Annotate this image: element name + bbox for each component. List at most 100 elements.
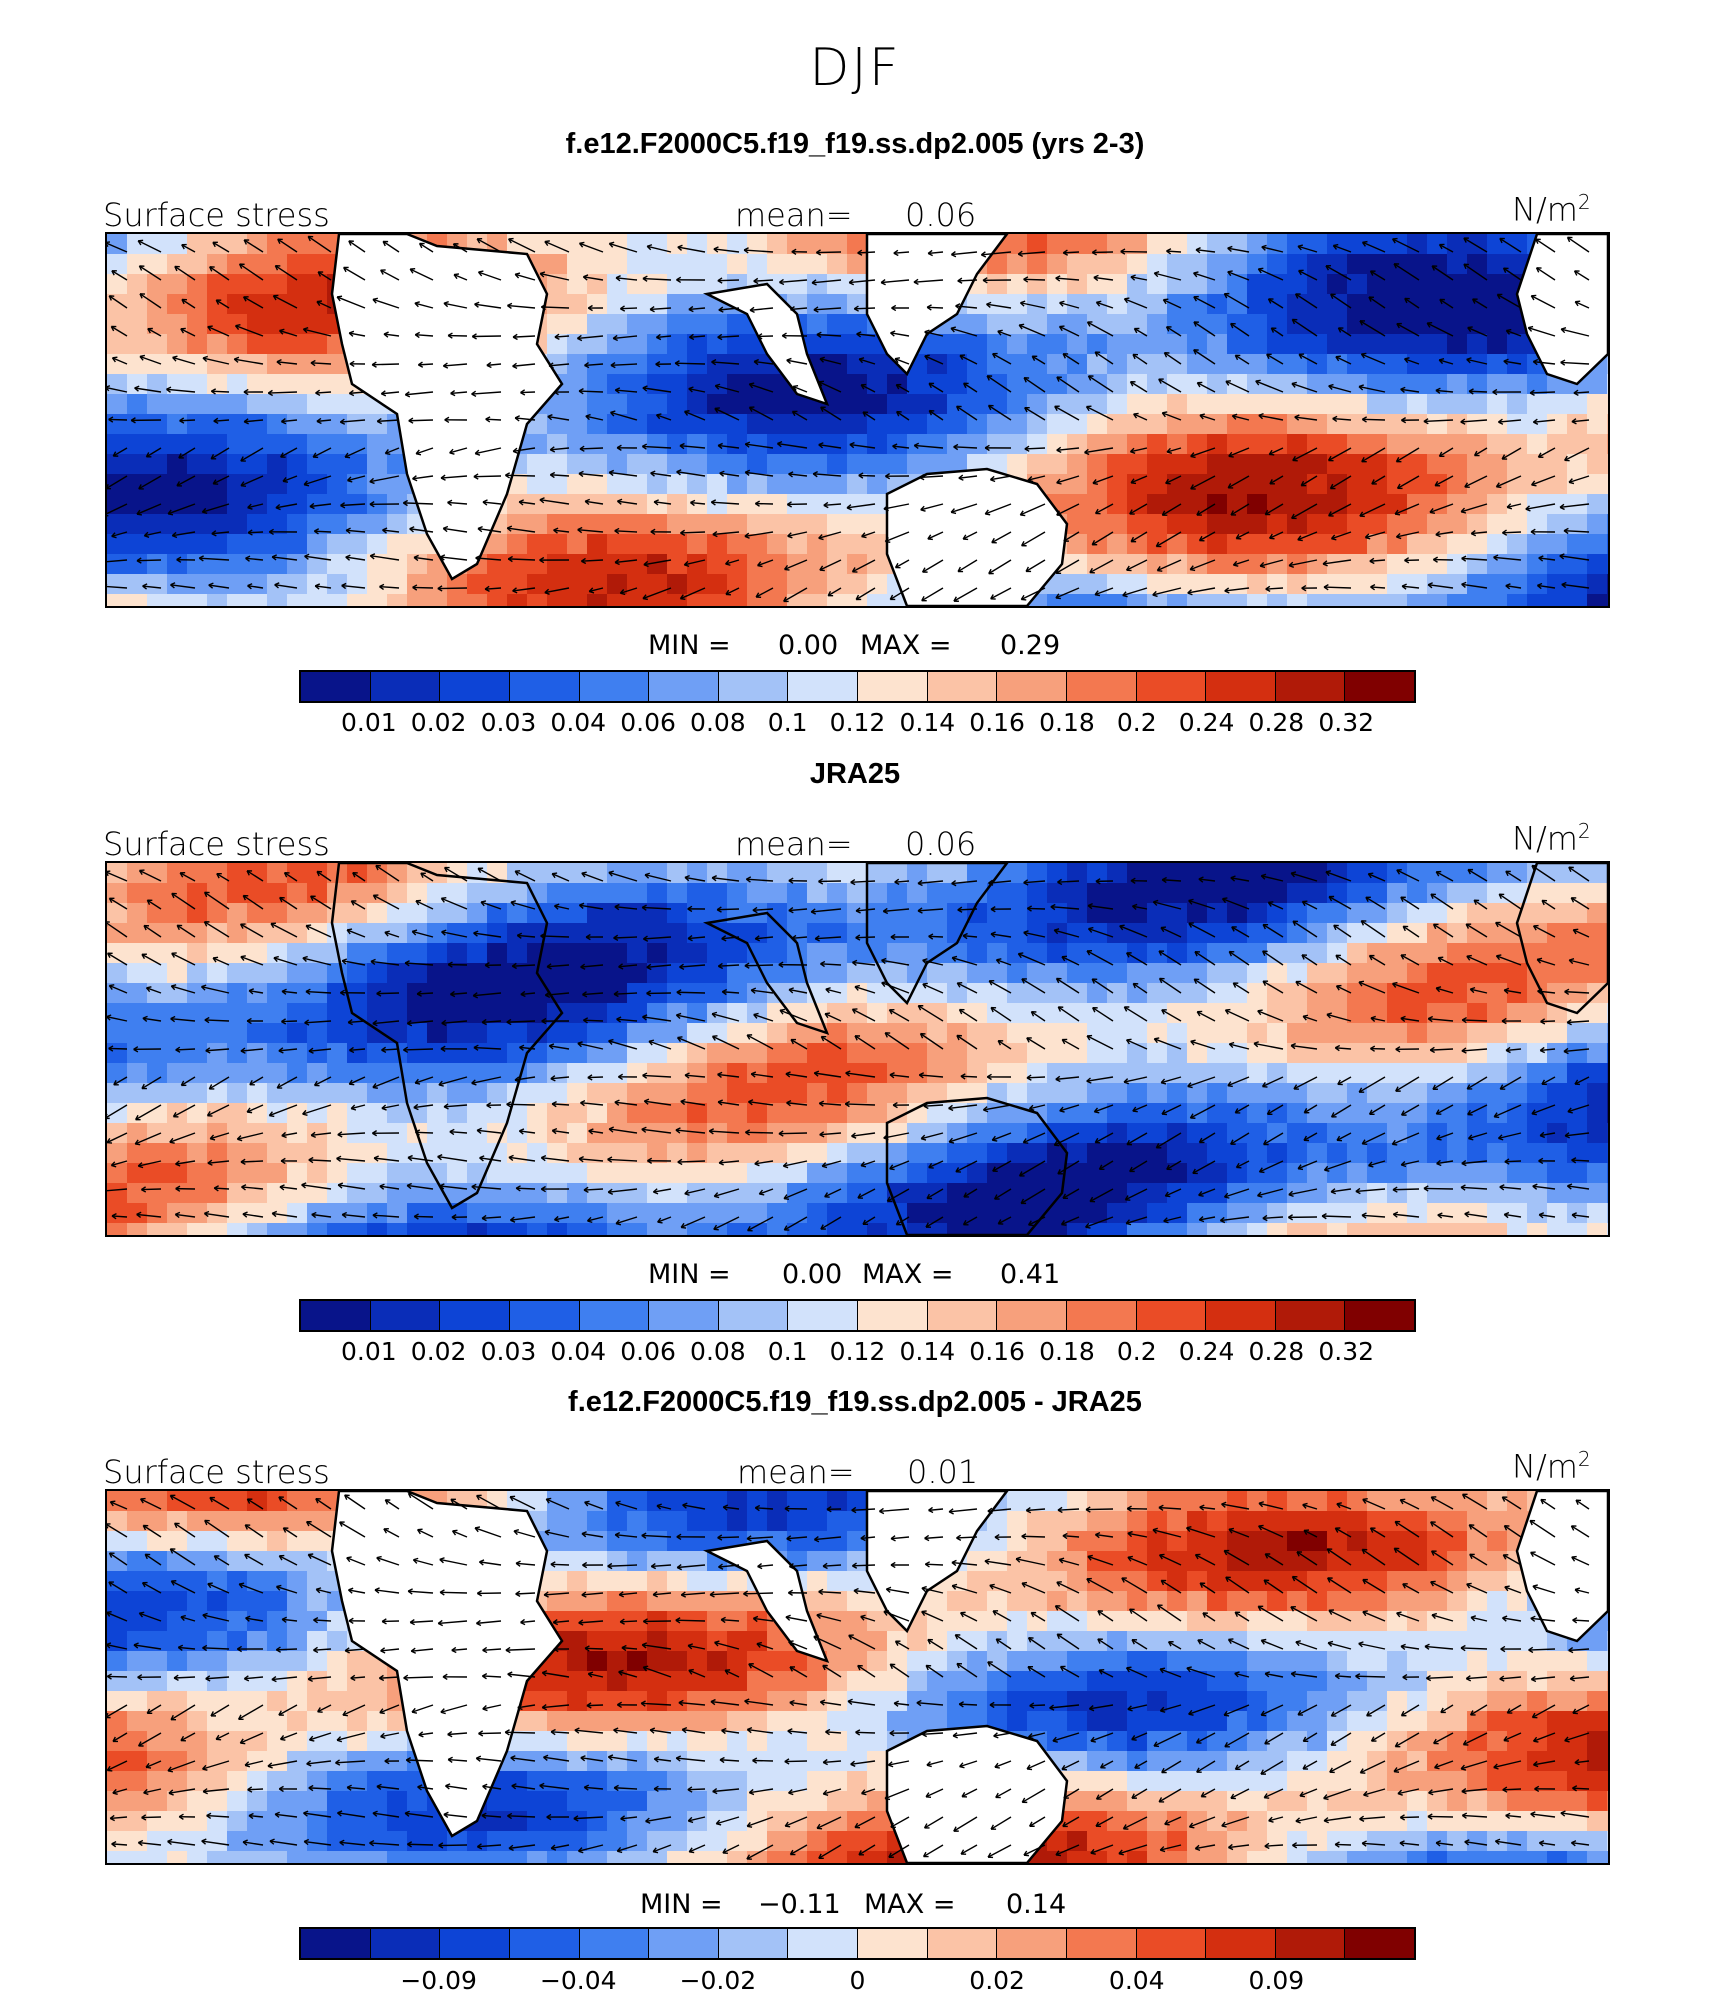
- field-cell: [1147, 1223, 1168, 1235]
- field-cell: [427, 1083, 448, 1104]
- field-cell: [1387, 534, 1408, 555]
- field-cell: [427, 863, 448, 884]
- vector-arrow: [1565, 1132, 1590, 1137]
- field-cell: [307, 274, 328, 295]
- vector-arrow: [680, 1100, 706, 1106]
- vector-arrowhead: [1292, 920, 1299, 927]
- field-cell: [1127, 334, 1148, 355]
- colorbar-tick-label: 0.2: [1116, 708, 1157, 737]
- vector-arrowhead: [851, 567, 858, 573]
- vector-arrowhead: [924, 354, 930, 361]
- field-cell: [667, 594, 688, 606]
- coastline-australia: [885, 467, 1069, 606]
- vector-arrowhead: [578, 241, 585, 248]
- field-cell: [1547, 1183, 1568, 1204]
- vector-arrow: [1428, 1017, 1454, 1022]
- field-cell: [707, 1143, 728, 1164]
- vector-arrow: [554, 335, 570, 338]
- field-cell: [1487, 1143, 1508, 1164]
- field-cell: [127, 903, 148, 924]
- vector-arrowhead: [1560, 359, 1566, 366]
- field-cell: [1167, 1183, 1188, 1204]
- vector-arrowhead: [1301, 954, 1308, 960]
- vector-arrowhead: [553, 388, 559, 396]
- vector-arrow: [1540, 1048, 1556, 1052]
- field-cell: [1287, 534, 1308, 555]
- field-cell: [367, 1083, 388, 1104]
- field-cell: [907, 454, 928, 475]
- vector-arrow: [717, 1073, 740, 1078]
- field-cell: [1427, 594, 1448, 606]
- vector-arrowhead: [240, 481, 247, 488]
- field-cell: [927, 1003, 948, 1024]
- field-cell: [127, 923, 148, 944]
- field-cell: [267, 434, 288, 455]
- vector-arrow: [139, 355, 162, 365]
- field-cell: [547, 1123, 568, 1144]
- vector-arrowhead: [240, 456, 246, 462]
- field-cell: [1167, 354, 1188, 375]
- vector-arrow: [107, 922, 128, 938]
- field-cell: [1387, 1063, 1408, 1084]
- vector-arrowhead: [1368, 1109, 1375, 1115]
- vector-arrow: [107, 1016, 128, 1022]
- vector-arrowhead: [614, 387, 621, 394]
- field-cell: [1567, 1203, 1588, 1224]
- vector-arrow: [1253, 1042, 1284, 1050]
- field-cell: [1107, 534, 1128, 555]
- vector-arrowhead: [1294, 293, 1301, 299]
- vector-arrow: [1496, 955, 1522, 966]
- field-cell: [1047, 254, 1068, 275]
- field-cell: [167, 1183, 188, 1204]
- field-cell: [307, 354, 328, 375]
- field-cell: [727, 434, 748, 455]
- vector-arrowhead: [1429, 508, 1436, 514]
- vector-arrowhead: [279, 896, 285, 903]
- field-cell: [927, 1183, 948, 1204]
- field-cell: [1027, 254, 1048, 275]
- field-cell: [127, 514, 148, 535]
- field-cell: [1047, 414, 1068, 435]
- field-cell: [687, 474, 708, 495]
- field-cell: [1527, 983, 1548, 1004]
- field-cell: [827, 1063, 848, 1084]
- vector-arrow: [1468, 1132, 1488, 1140]
- vector-arrow: [444, 866, 468, 882]
- field-cell: [547, 1163, 568, 1184]
- field-cell: [1587, 514, 1608, 535]
- field-cell: [927, 1063, 948, 1084]
- vector-arrow: [1295, 981, 1318, 994]
- vector-arrowhead: [1463, 237, 1469, 243]
- field-cell: [1147, 903, 1168, 924]
- field-cell: [447, 1023, 468, 1044]
- vector-arrow: [613, 335, 638, 340]
- vector-arrow: [1024, 447, 1046, 450]
- vector-arrow: [215, 299, 230, 309]
- field-cell: [227, 294, 248, 315]
- vector-arrowhead: [1361, 416, 1368, 423]
- vector-arrow: [953, 446, 978, 449]
- field-cells: [107, 863, 1608, 1235]
- field-cell: [547, 594, 568, 606]
- field-cell: [347, 414, 368, 435]
- field-cell: [227, 394, 248, 415]
- field-cell: [1467, 354, 1488, 375]
- field-cell: [507, 963, 528, 984]
- vector-arrowhead: [1429, 1046, 1436, 1054]
- field-cell: [1307, 334, 1328, 355]
- field-cell: [707, 943, 728, 964]
- vector-arrowhead: [1572, 928, 1579, 935]
- field-cell: [767, 1123, 788, 1144]
- field-cell: [707, 394, 728, 415]
- field-cell: [1307, 1023, 1328, 1044]
- vector-arrowhead: [848, 279, 855, 286]
- field-cell: [1187, 294, 1208, 315]
- field-cell: [1167, 1083, 1188, 1104]
- field-cell: [587, 374, 608, 395]
- vector-arrow: [204, 921, 230, 938]
- field-cell: [1547, 534, 1568, 555]
- vector-arrowhead: [890, 330, 896, 337]
- vector-arrow: [755, 587, 774, 598]
- field-cell: [627, 294, 648, 315]
- field-cell: [1287, 1023, 1308, 1044]
